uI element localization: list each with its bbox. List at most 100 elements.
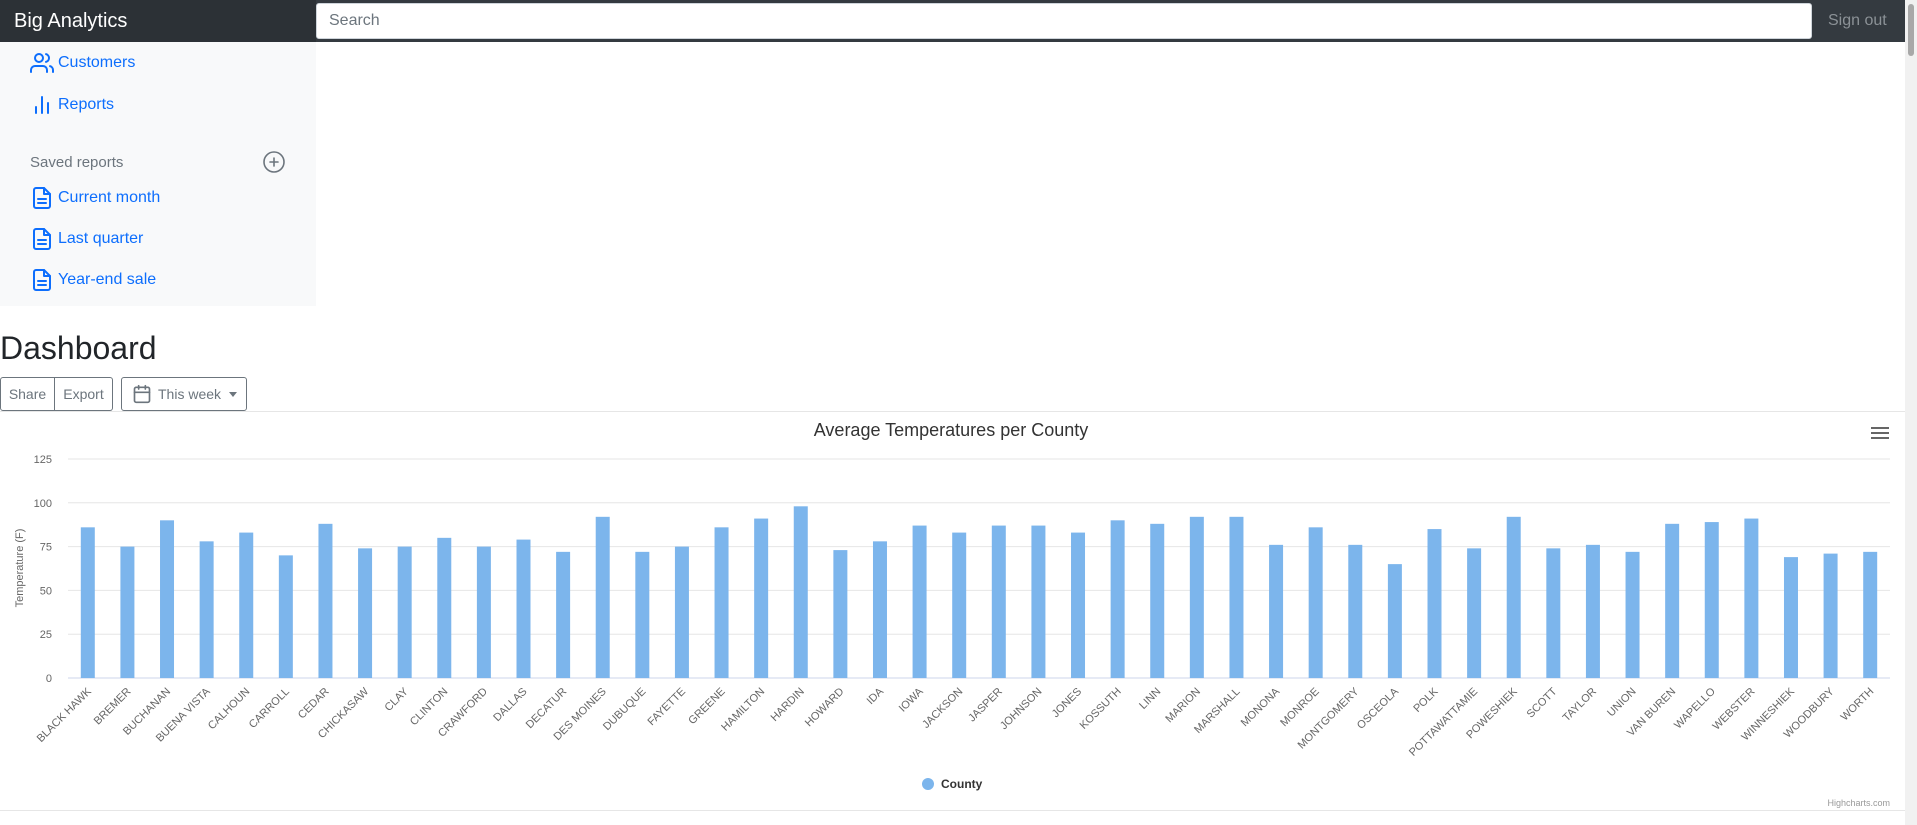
chart-menu-icon[interactable] xyxy=(1871,427,1889,441)
bar-van-buren[interactable] xyxy=(1665,523,1680,678)
bar-scott[interactable] xyxy=(1546,548,1561,678)
bar-worth[interactable] xyxy=(1863,551,1878,678)
bar-dubuque[interactable] xyxy=(635,551,650,678)
bar-bremer[interactable] xyxy=(120,546,135,678)
bar-hardin[interactable] xyxy=(793,506,808,678)
bar-iowa[interactable] xyxy=(912,525,927,678)
bar-montgomery[interactable] xyxy=(1348,544,1363,678)
bar-ida[interactable] xyxy=(872,541,887,678)
caret-down-icon xyxy=(229,391,238,397)
search-input[interactable] xyxy=(316,3,1812,39)
bar-crawford[interactable] xyxy=(476,546,491,678)
bar-des-moines[interactable] xyxy=(595,516,610,678)
bar-jones[interactable] xyxy=(1071,532,1086,678)
chart-title: Average Temperatures per County xyxy=(814,420,1089,440)
bar-buena-vista[interactable] xyxy=(199,541,214,678)
bar-kossuth[interactable] xyxy=(1110,520,1125,678)
bar-decatur[interactable] xyxy=(556,551,571,678)
sidebar-item-customers[interactable]: Customers xyxy=(30,50,135,76)
x-tick-label: POTTAWATTAMIE xyxy=(1407,686,1480,759)
bar-marion[interactable] xyxy=(1189,516,1204,678)
bar-marshall[interactable] xyxy=(1229,516,1244,678)
chart-legend[interactable]: County xyxy=(922,777,983,791)
share-export-button-group: Share Export xyxy=(0,377,113,411)
temperature-bar-chart: Average Temperatures per County 0 25 50 75 1… xyxy=(14,420,1890,808)
bar-carroll[interactable] xyxy=(278,555,293,678)
bar-clinton[interactable] xyxy=(437,537,452,678)
bar-buchanan[interactable] xyxy=(160,520,175,678)
x-tick-label: CEDAR xyxy=(296,686,332,722)
chart-credits[interactable]: Highcharts.com xyxy=(1827,798,1890,808)
scrollbar-thumb[interactable] xyxy=(1908,4,1914,56)
bar-howard[interactable] xyxy=(833,550,848,678)
bar-polk[interactable] xyxy=(1427,529,1442,678)
page-scrollbar[interactable] xyxy=(1905,0,1917,825)
bar-linn[interactable] xyxy=(1150,523,1165,678)
sidebar-item-current-month[interactable]: Current month xyxy=(30,185,160,211)
bar-chickasaw[interactable] xyxy=(358,548,373,678)
x-tick-label: SCOTT xyxy=(1525,685,1560,720)
saved-reports-header: Saved reports xyxy=(30,150,286,174)
bar-osceola[interactable] xyxy=(1387,564,1402,678)
bar-greene[interactable] xyxy=(714,527,729,678)
x-tick-label: WORTH xyxy=(1839,686,1877,724)
x-tick-label: CALHOUN xyxy=(206,686,253,733)
bar-fayette[interactable] xyxy=(674,546,689,678)
x-tick-label: HAMILTON xyxy=(719,686,767,734)
bar-dallas[interactable] xyxy=(516,539,531,678)
x-tick-label: DALLAS xyxy=(491,686,529,724)
bar-calhoun[interactable] xyxy=(239,532,254,678)
x-tick-label: JOHNSON xyxy=(998,686,1045,733)
bar-webster[interactable] xyxy=(1744,518,1759,678)
bar-monroe[interactable] xyxy=(1308,527,1323,678)
period-dropdown[interactable]: This week xyxy=(121,377,247,411)
bar-union[interactable] xyxy=(1625,551,1640,678)
x-tick-label: BREMER xyxy=(92,686,134,728)
x-tick-label: CLAY xyxy=(383,685,412,714)
sidebar-item-label: Last quarter xyxy=(58,230,144,247)
y-tick-label: 25 xyxy=(40,629,52,641)
sidebar-item-year-end-sale[interactable]: Year-end sale xyxy=(30,267,156,293)
bar-monona[interactable] xyxy=(1269,544,1284,678)
legend-label: County xyxy=(941,777,983,791)
bar-woodbury[interactable] xyxy=(1823,553,1838,678)
sign-out-link[interactable]: Sign out xyxy=(1828,12,1887,29)
chart-gridlines xyxy=(68,458,1890,679)
file-text-icon xyxy=(33,187,51,209)
bar-jackson[interactable] xyxy=(952,532,967,678)
export-button[interactable]: Export xyxy=(55,377,113,411)
bar-johnson[interactable] xyxy=(1031,525,1046,678)
sidebar: Customers Reports Saved reports Current … xyxy=(0,42,316,306)
x-tick-label: JONES xyxy=(1050,686,1084,720)
share-button[interactable]: Share xyxy=(0,377,55,411)
y-axis-label: Temperature (F) xyxy=(14,529,26,608)
bar-pottawattamie[interactable] xyxy=(1467,548,1482,678)
x-tick-label: GREENE xyxy=(686,686,727,727)
sidebar-item-last-quarter[interactable]: Last quarter xyxy=(30,226,143,252)
legend-marker xyxy=(922,778,934,790)
y-tick-label: 100 xyxy=(34,498,52,510)
bar-cedar[interactable] xyxy=(318,523,333,678)
users-icon xyxy=(30,53,54,73)
bar-black-hawk[interactable] xyxy=(80,527,95,678)
bar-winneshiek[interactable] xyxy=(1783,557,1798,678)
calendar-icon xyxy=(133,384,151,404)
sidebar-item-label: Reports xyxy=(58,96,115,113)
x-tick-label: MONONA xyxy=(1239,685,1283,729)
bar-wapello[interactable] xyxy=(1704,522,1719,678)
bar-hamilton[interactable] xyxy=(754,518,769,678)
bar-poweshiek[interactable] xyxy=(1506,516,1521,678)
bar-jasper[interactable] xyxy=(991,525,1006,678)
bar-clay[interactable] xyxy=(397,546,412,678)
bar-taylor[interactable] xyxy=(1585,544,1600,678)
sidebar-item-reports[interactable]: Reports xyxy=(30,92,114,118)
brand-logo[interactable]: Big Analytics xyxy=(0,0,316,42)
saved-reports-heading: Saved reports xyxy=(30,153,124,171)
period-label: This week xyxy=(158,386,222,402)
y-axis-ticks: 0 25 50 75 100 125 xyxy=(34,454,52,685)
x-tick-label: TAYLOR xyxy=(1561,686,1599,724)
sidebar-item-label: Year-end sale xyxy=(58,271,157,288)
plus-circle-icon[interactable] xyxy=(262,150,286,174)
x-tick-label: CARROLL xyxy=(247,686,292,731)
